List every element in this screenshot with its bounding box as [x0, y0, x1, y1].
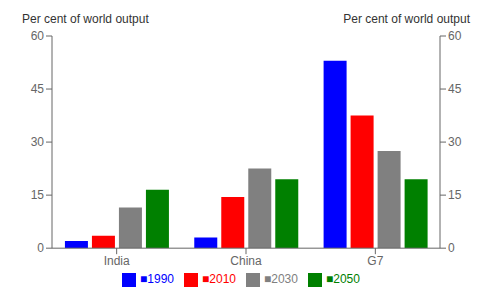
html-text:Per cent of world output: Per cent of world output	[343, 12, 470, 26]
html-text:■1990: ■1990	[140, 272, 174, 287]
svg-text:China: China	[230, 254, 262, 268]
svg-text:0: 0	[37, 241, 44, 255]
html-text:■2030: ■2030	[264, 272, 298, 287]
svg-text:60: 60	[448, 29, 462, 43]
html-text:Per cent of world output: Per cent of world output	[22, 12, 149, 26]
html-text:■2050: ■2050	[326, 272, 360, 287]
svg-text:30: 30	[448, 135, 462, 149]
svg-text:45: 45	[448, 82, 462, 96]
svg-text:0: 0	[448, 241, 455, 255]
svg-text:30: 30	[31, 135, 45, 149]
svg-text:60: 60	[31, 29, 45, 43]
svg-text:15: 15	[448, 188, 462, 202]
html-text:■2010: ■2010	[202, 272, 236, 287]
svg-text:45: 45	[31, 82, 45, 96]
svg-text:15: 15	[31, 188, 45, 202]
svg-text:G7: G7	[367, 254, 383, 268]
svg-text:India: India	[104, 254, 130, 268]
